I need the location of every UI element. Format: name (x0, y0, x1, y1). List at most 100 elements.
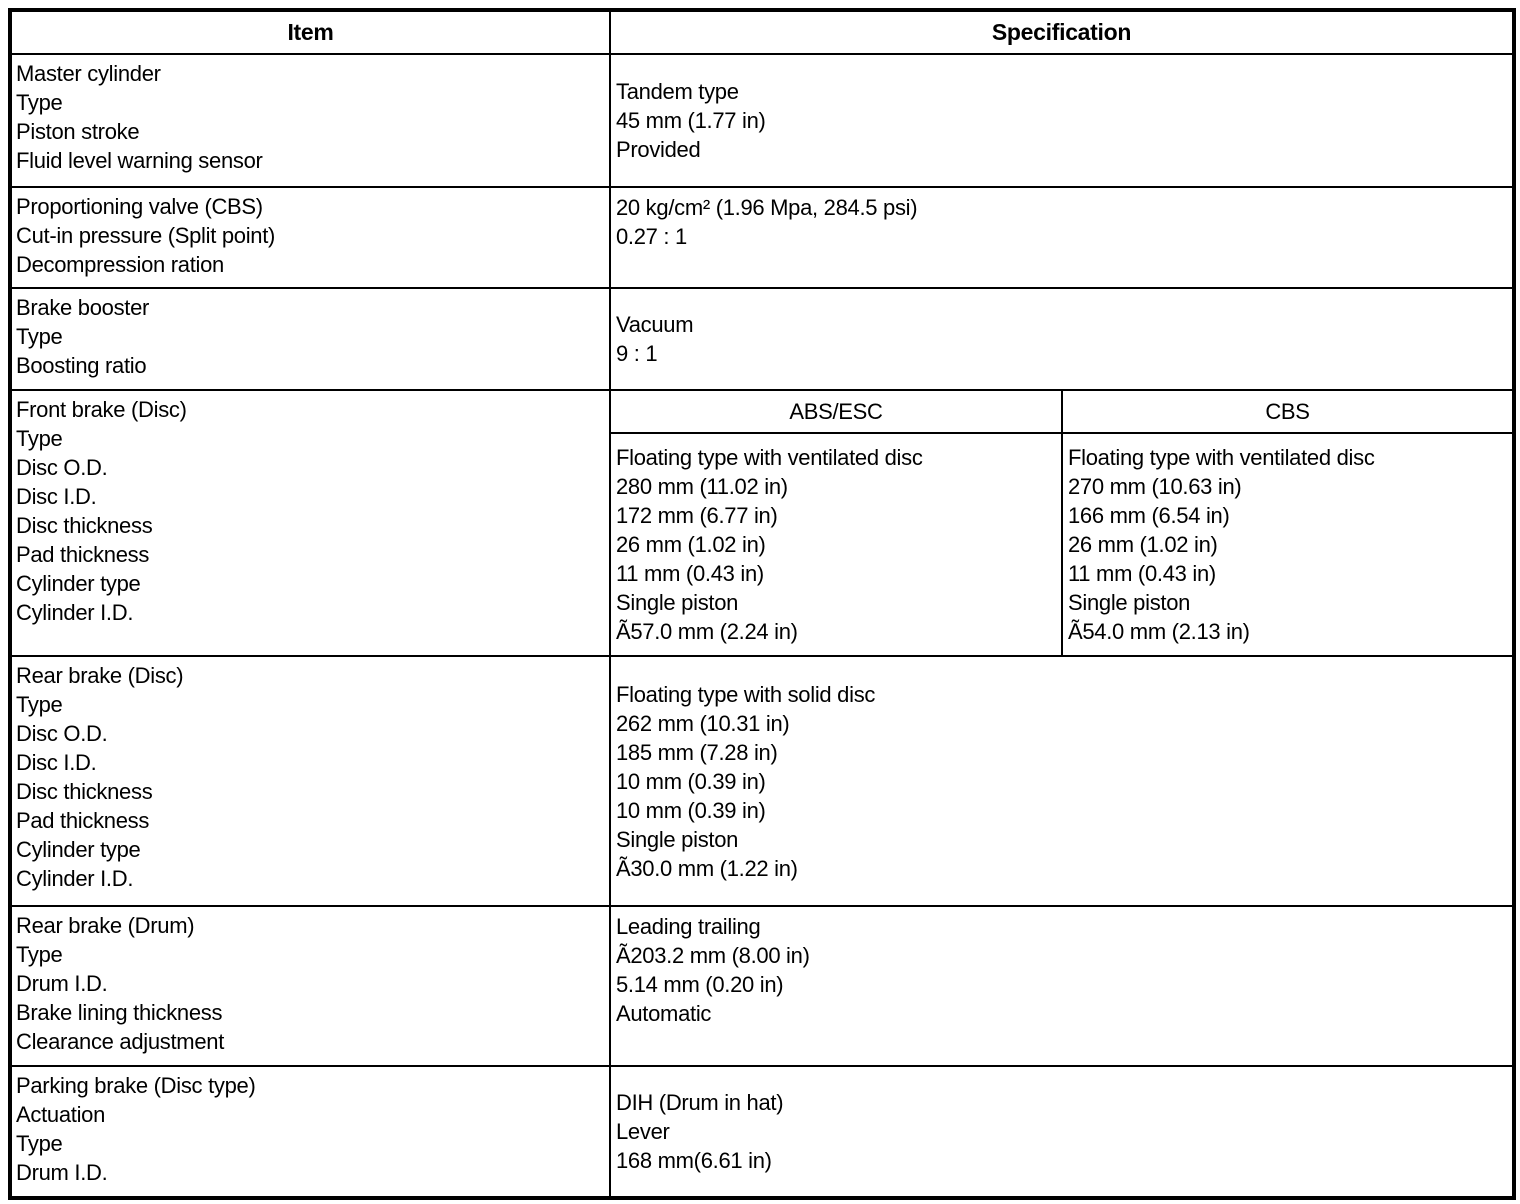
text-line: Type (16, 1131, 63, 1156)
text-line: 185 mm (7.28 in) (616, 739, 778, 765)
text-line: 262 mm (10.31 in) (616, 710, 790, 736)
spec-cell-rear-brake-drum: Leading trailing Ã203.2 mm (8.00 in) 5.14 … (609, 905, 1515, 1067)
text-line: Pad thickness (16, 808, 150, 833)
spec-cell-brake-booster: Vacuum 9 : 1 (609, 287, 1515, 391)
text-line: 270 mm (10.63 in) (1068, 474, 1242, 499)
table-row-master-cylinder: Master cylinder Type Piston stroke Fluid le… (9, 53, 1515, 188)
text-line: 26 mm (1.02 in) (616, 532, 766, 557)
text-line: Floating type with ventilated disc (1068, 445, 1375, 470)
text-line: Type (16, 426, 63, 451)
text-line: Single piston (1068, 590, 1191, 615)
text-line: 172 mm (6.77 in) (616, 503, 778, 528)
item-cell-rear-brake-drum: Rear brake (Drum) Type Drum I.D. Brake lini… (9, 905, 611, 1067)
text-line: Type (16, 324, 63, 349)
text-line: Disc thickness (16, 779, 153, 804)
text-line: Ã57.0 mm (2.24 in) (616, 619, 798, 644)
text-line: 11 mm (0.43 in) (616, 561, 764, 586)
item-cell-master-cylinder: Master cylinder Type Piston stroke Fluid le… (9, 53, 611, 188)
text-line: Drum I.D. (16, 1160, 108, 1185)
column-header-item: Item (9, 9, 611, 55)
spec-cell-master-cylinder: Tandem type 45 mm (1.77 in) Provided (609, 53, 1515, 188)
text-line: Rear brake (Disc) (16, 663, 184, 688)
text-line: DIH (Drum in hat) (616, 1090, 784, 1115)
text-line: Cylinder I.D. (16, 866, 134, 891)
text-line: Lever (616, 1119, 670, 1144)
text-line: Floating type with ventilated disc (616, 445, 923, 470)
text-line: 280 mm (11.02 in) (616, 474, 788, 499)
text-line: Disc O.D. (16, 721, 108, 746)
text-line: Drum I.D. (16, 971, 108, 996)
text-line: 9 : 1 (616, 341, 658, 366)
text-line: 20 kg/cm² (1.96 Mpa, 284.5 psi) (616, 195, 918, 220)
table-row-rear-brake-disc: Rear brake (Disc) Type Disc O.D. Disc I.D. D… (9, 655, 1515, 907)
text-line: Cylinder type (16, 837, 141, 862)
spec-cell-parking-brake: DIH (Drum in hat) Lever 168 mm(6.61 in) (609, 1065, 1515, 1199)
item-cell-parking-brake: Parking brake (Disc type) Actuation Type Dr… (9, 1065, 611, 1199)
brake-spec-table: Item Specification Master cylinder Type Pi… (8, 8, 1516, 1200)
text-line: 0.27 : 1 (616, 224, 687, 249)
text-line: Disc I.D. (16, 484, 97, 509)
text-line: Ã203.2 mm (8.00 in) (616, 943, 810, 968)
text-line: Cylinder I.D. (16, 600, 134, 625)
text-line: Fluid level warning sensor (16, 148, 263, 173)
text-line: 45 mm (1.77 in) (616, 108, 766, 133)
text-line: Floating type with solid disc (616, 681, 876, 707)
text-line: 168 mm(6.61 in) (616, 1148, 772, 1173)
text-line: Decompression ration (16, 252, 224, 277)
item-cell-brake-booster: Brake booster Type Boosting ratio (9, 287, 611, 391)
sub-header-abs-esc: ABS/ESC (609, 389, 1063, 434)
text-line: Parking brake (Disc type) (16, 1073, 256, 1098)
text-line: Ã30.0 mm (1.22 in) (616, 855, 798, 881)
text-line: Type (16, 692, 63, 717)
text-line: Provided (616, 137, 701, 162)
text-line: 5.14 mm (0.20 in) (616, 972, 784, 997)
text-line: Disc I.D. (16, 750, 97, 775)
spec-cell-front-brake-abs-esc: Floating type with ventilated disc 280 mm… (609, 432, 1063, 657)
text-line: Single piston (616, 826, 739, 852)
text-line: Brake lining thickness (16, 1000, 223, 1025)
text-line: Cut-in pressure (Split point) (16, 223, 276, 248)
spec-cell-front-brake-cbs: Floating type with ventilated disc 270 mm… (1061, 432, 1515, 657)
column-header-specification: Specification (609, 9, 1515, 55)
text-line: Disc thickness (16, 513, 153, 538)
table-row-front-brake: Front brake (Disc) Type Disc O.D. Disc I.D.… (9, 389, 1515, 657)
text-line: Tandem type (616, 79, 739, 104)
text-line: Master cylinder (16, 61, 161, 86)
table-row-front-brake-values: Floating type with ventilated disc 280 mm… (10, 432, 1515, 657)
text-line: Pad thickness (16, 542, 150, 567)
text-line: 166 mm (6.54 in) (1068, 503, 1230, 528)
text-line: Clearance adjustment (16, 1029, 225, 1054)
text-line: Boosting ratio (16, 353, 147, 378)
text-line: Disc O.D. (16, 455, 108, 480)
table-row-brake-booster: Brake booster Type Boosting ratio Vacuum 9 … (9, 287, 1515, 391)
table-row-rear-brake-drum: Rear brake (Drum) Type Drum I.D. Brake lini… (9, 905, 1515, 1067)
text-line: Proportioning valve (CBS) (16, 194, 263, 219)
text-line: Rear brake (Drum) (16, 913, 195, 938)
text-line: Piston stroke (16, 119, 140, 144)
text-line: Leading trailing (616, 914, 761, 939)
item-cell-front-brake: Front brake (Disc) Type Disc O.D. Disc I.D.… (9, 389, 611, 657)
text-line: 26 mm (1.02 in) (1068, 532, 1218, 557)
text-line: Actuation (16, 1102, 106, 1127)
text-line: 10 mm (0.39 in) (616, 797, 766, 823)
sub-header-cbs: CBS (1061, 389, 1515, 434)
text-line: Type (16, 942, 63, 967)
item-cell-proportioning-valve: Proportioning valve (CBS) Cut-in pressure… (9, 186, 611, 289)
spec-cell-proportioning-valve: 20 kg/cm² (1.96 Mpa, 284.5 psi) 0.27 : 1 (609, 186, 1515, 289)
spec-cell-rear-brake-disc: Floating type with solid disc 262 mm (10.… (609, 655, 1515, 907)
text-line: Brake booster (16, 295, 150, 320)
text-line: Type (16, 90, 63, 115)
text-line: Single piston (616, 590, 739, 615)
text-line: 11 mm (0.43 in) (1068, 561, 1216, 586)
text-line: Automatic (616, 1001, 712, 1026)
text-line: Cylinder type (16, 571, 141, 596)
text-line: Ã54.0 mm (2.13 in) (1068, 619, 1250, 644)
text-line: Vacuum (616, 312, 694, 337)
table-row-proportioning-valve: Proportioning valve (CBS) Cut-in pressure… (9, 186, 1515, 289)
item-cell-rear-brake-disc: Rear brake (Disc) Type Disc O.D. Disc I.D. D… (9, 655, 611, 907)
text-line: 10 mm (0.39 in) (616, 768, 766, 794)
table-row-parking-brake: Parking brake (Disc type) Actuation Type Dr… (9, 1065, 1515, 1199)
table-header-row: Item Specification (9, 9, 1515, 55)
text-line: Front brake (Disc) (16, 397, 187, 422)
